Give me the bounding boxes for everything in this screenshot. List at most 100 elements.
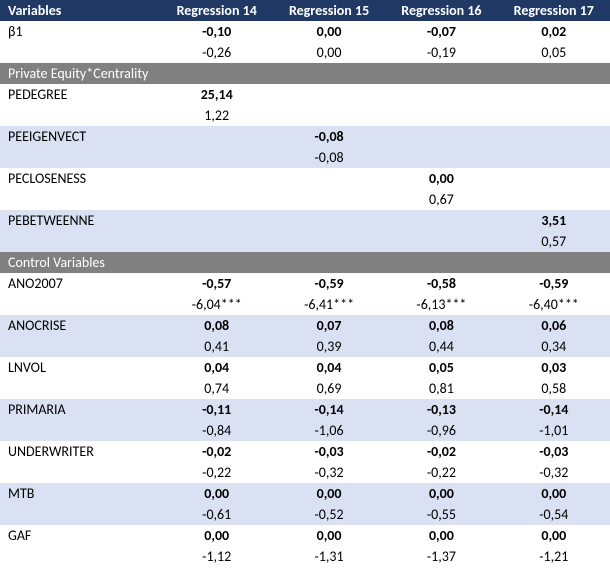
row-cell: 0,08 xyxy=(385,315,497,336)
row-cell: 0,00 xyxy=(273,483,385,504)
row-cell: 0,00 xyxy=(161,525,273,546)
table-row: MTB0,000,000,000,00 xyxy=(0,483,610,504)
row-cell: 0,00 xyxy=(385,525,497,546)
row-cell: -0,55 xyxy=(385,504,497,525)
row-cell: -0,22 xyxy=(385,462,497,483)
row-cell xyxy=(498,189,610,210)
table-row: 0,410,390,440,34 xyxy=(0,336,610,357)
row-cell xyxy=(273,168,385,189)
table-row: 0,740,690,810,58 xyxy=(0,378,610,399)
row-cell xyxy=(273,210,385,231)
row-variable-label xyxy=(0,231,161,252)
row-cell: 0,05 xyxy=(498,42,610,63)
row-variable-label xyxy=(0,504,161,525)
table-row: ANO2007-0,57-0,59-0,58-0,59 xyxy=(0,273,610,294)
row-cell xyxy=(498,168,610,189)
row-cell xyxy=(273,231,385,252)
row-cell: -6,41*** xyxy=(273,294,385,315)
row-variable-label: ANO2007 xyxy=(0,273,161,294)
row-cell: 25,14 xyxy=(161,84,273,105)
row-variable-label xyxy=(0,420,161,441)
table-row: -0,84-1,06-0,96-1,01 xyxy=(0,420,610,441)
row-variable-label xyxy=(0,462,161,483)
row-variable-label: PEDEGREE xyxy=(0,84,161,105)
row-cell: -0,11 xyxy=(161,399,273,420)
row-cell: 0,34 xyxy=(498,336,610,357)
row-cell: 0,00 xyxy=(273,21,385,42)
row-variable-label: LNVOL xyxy=(0,357,161,378)
row-variable-label: β1 xyxy=(0,21,161,42)
row-variable-label xyxy=(0,378,161,399)
row-cell: 0,05 xyxy=(385,357,497,378)
row-variable-label xyxy=(0,42,161,63)
col-header-variables: Variables xyxy=(0,0,161,21)
row-cell: -6,13*** xyxy=(385,294,497,315)
row-cell: -6,04*** xyxy=(161,294,273,315)
section-header-row: Private Equity*Centrality xyxy=(0,63,610,84)
row-cell: 0,02 xyxy=(498,21,610,42)
row-variable-label xyxy=(0,336,161,357)
row-cell: 0,06 xyxy=(498,315,610,336)
table-row: PEBETWEENNE3,51 xyxy=(0,210,610,231)
row-cell: -0,14 xyxy=(498,399,610,420)
row-variable-label: ANOCRISE xyxy=(0,315,161,336)
table-row: -1,12-1,31-1,37-1,21 xyxy=(0,546,610,567)
row-cell xyxy=(161,147,273,168)
col-header-r15: Regression 15 xyxy=(273,0,385,21)
section-header-label: Private Equity*Centrality xyxy=(0,63,610,84)
row-cell: 3,51 xyxy=(498,210,610,231)
row-cell: -1,06 xyxy=(273,420,385,441)
row-cell: 0,00 xyxy=(161,483,273,504)
table-row: 0,57 xyxy=(0,231,610,252)
table-body: β1-0,100,00-0,070,02-0,260,00-0,190,05Pr… xyxy=(0,21,610,567)
row-cell: -0,14 xyxy=(273,399,385,420)
row-cell xyxy=(273,105,385,126)
section-header-row: Control Variables xyxy=(0,252,610,273)
row-cell: -0,03 xyxy=(498,441,610,462)
row-cell: -0,61 xyxy=(161,504,273,525)
row-cell: -0,02 xyxy=(385,441,497,462)
row-variable-label xyxy=(0,147,161,168)
table-row: GAF0,000,000,000,00 xyxy=(0,525,610,546)
row-cell: 0,58 xyxy=(498,378,610,399)
row-cell xyxy=(161,210,273,231)
table-row: -0,08 xyxy=(0,147,610,168)
table-row: 0,67 xyxy=(0,189,610,210)
row-cell: 0,00 xyxy=(385,483,497,504)
row-cell: -1,01 xyxy=(498,420,610,441)
row-variable-label: PECLOSENESS xyxy=(0,168,161,189)
row-variable-label: PRIMARIA xyxy=(0,399,161,420)
row-cell: 0,00 xyxy=(498,525,610,546)
row-cell: -0,26 xyxy=(161,42,273,63)
table-row: -6,04***-6,41***-6,13***-6,40*** xyxy=(0,294,610,315)
row-cell xyxy=(498,105,610,126)
table-row: PEDEGREE25,14 xyxy=(0,84,610,105)
table-row: -0,22-0,32-0,22-0,32 xyxy=(0,462,610,483)
row-cell: 0,00 xyxy=(385,168,497,189)
col-header-r17: Regression 17 xyxy=(498,0,610,21)
row-cell: -0,10 xyxy=(161,21,273,42)
row-cell: 0,57 xyxy=(498,231,610,252)
row-variable-label: GAF xyxy=(0,525,161,546)
row-cell xyxy=(385,84,497,105)
row-cell: -1,12 xyxy=(161,546,273,567)
row-cell xyxy=(498,84,610,105)
row-cell xyxy=(385,210,497,231)
row-variable-label: MTB xyxy=(0,483,161,504)
row-cell xyxy=(161,231,273,252)
row-cell: -6,40*** xyxy=(498,294,610,315)
row-cell: 0,03 xyxy=(498,357,610,378)
col-header-r14: Regression 14 xyxy=(161,0,273,21)
table-row: -0,61-0,52-0,55-0,54 xyxy=(0,504,610,525)
row-cell: -0,08 xyxy=(273,126,385,147)
table-row: PEEIGENVECT-0,08 xyxy=(0,126,610,147)
row-cell: -0,54 xyxy=(498,504,610,525)
regression-table: Variables Regression 14 Regression 15 Re… xyxy=(0,0,610,567)
table-row: PRIMARIA-0,11-0,14-0,13-0,14 xyxy=(0,399,610,420)
row-variable-label xyxy=(0,546,161,567)
row-variable-label: UNDERWRITER xyxy=(0,441,161,462)
row-cell: -0,19 xyxy=(385,42,497,63)
row-cell xyxy=(161,168,273,189)
table-row: 1,22 xyxy=(0,105,610,126)
row-cell: -0,13 xyxy=(385,399,497,420)
